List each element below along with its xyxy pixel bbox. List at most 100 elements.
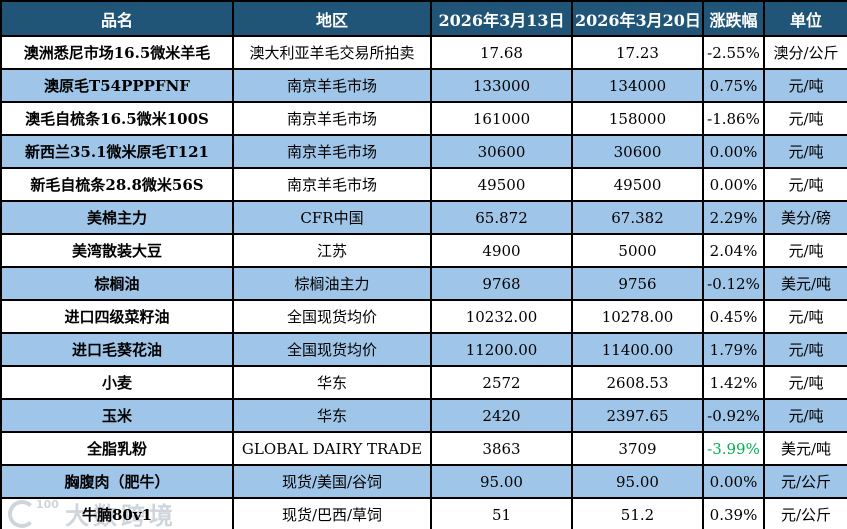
cell-change: -0.92%	[702, 398, 765, 433]
cell-date1: 95.00	[430, 464, 573, 499]
cell-change: 1.42%	[702, 365, 765, 400]
cell-date1: 133000	[430, 68, 573, 103]
cell-unit: 元/公斤	[763, 464, 847, 499]
cell-date2: 2397.65	[571, 398, 704, 433]
cell-change: 0.39%	[702, 497, 765, 529]
cell-date1: 49500	[430, 167, 573, 202]
table-row: 进口毛葵花油 全国现货均价 11200.00 11400.00 1.79% 元/吨	[0, 332, 847, 367]
cell-date2: 158000	[571, 101, 704, 136]
cell-change: 1.79%	[702, 332, 765, 367]
table-body: 澳洲悉尼市场16.5微米羊毛 澳大利亚羊毛交易所拍卖 17.68 17.23 -2.55…	[0, 35, 847, 529]
column-header-change: 涨跌幅	[702, 0, 765, 37]
cell-date2: 9756	[571, 266, 704, 301]
cell-region: 现货/巴西/草饲	[232, 497, 432, 529]
cell-change: -3.99%	[702, 431, 765, 466]
cell-unit: 澳分/公斤	[763, 35, 847, 70]
cell-change: 0.00%	[702, 134, 765, 169]
cell-change: 2.29%	[702, 200, 765, 235]
cell-name: 小麦	[0, 365, 234, 400]
header-row: 品名 地区 2026年3月13日 2026年3月20日 涨跌幅 单位	[0, 0, 847, 37]
cell-unit: 元/吨	[763, 134, 847, 169]
table-row: 牛腩80v1 现货/巴西/草饲 51 51.2 0.39% 元/公斤	[0, 497, 847, 529]
cell-date2: 2608.53	[571, 365, 704, 400]
cell-region: 江苏	[232, 233, 432, 268]
cell-date2: 49500	[571, 167, 704, 202]
cell-name: 牛腩80v1	[0, 497, 234, 529]
column-header-region: 地区	[232, 0, 432, 37]
cell-region: GLOBAL DAIRY TRADE	[232, 431, 432, 466]
cell-unit: 美元/吨	[763, 431, 847, 466]
table-row: 美棉主力 CFR中国 65.872 67.382 2.29% 美分/磅	[0, 200, 847, 235]
cell-region: 棕榈油主力	[232, 266, 432, 301]
cell-date1: 161000	[430, 101, 573, 136]
cell-name: 新西兰35.1微米原毛T121	[0, 134, 234, 169]
table-row: 澳洲悉尼市场16.5微米羊毛 澳大利亚羊毛交易所拍卖 17.68 17.23 -2.55…	[0, 35, 847, 70]
cell-region: 全国现货均价	[232, 299, 432, 334]
cell-date2: 17.23	[571, 35, 704, 70]
column-header-date1: 2026年3月13日	[430, 0, 573, 37]
cell-date1: 65.872	[430, 200, 573, 235]
cell-date2: 30600	[571, 134, 704, 169]
table-row: 小麦 华东 2572 2608.53 1.42% 元/吨	[0, 365, 847, 400]
cell-date2: 10278.00	[571, 299, 704, 334]
table-row: 胸腹肉（肥牛） 现货/美国/谷饲 95.00 95.00 0.00% 元/公斤	[0, 464, 847, 499]
cell-change: 0.00%	[702, 464, 765, 499]
cell-name: 美棉主力	[0, 200, 234, 235]
cell-date2: 5000	[571, 233, 704, 268]
cell-region: 现货/美国/谷饲	[232, 464, 432, 499]
cell-name: 新毛自梳条28.8微米56S	[0, 167, 234, 202]
cell-date1: 4900	[430, 233, 573, 268]
cell-region: 南京羊毛市场	[232, 167, 432, 202]
cell-region: 南京羊毛市场	[232, 68, 432, 103]
cell-date1: 3863	[430, 431, 573, 466]
cell-date2: 67.382	[571, 200, 704, 235]
cell-change: -2.55%	[702, 35, 765, 70]
cell-name: 全脂乳粉	[0, 431, 234, 466]
cell-change: 0.45%	[702, 299, 765, 334]
table-row: 进口四级菜籽油 全国现货均价 10232.00 10278.00 0.45% 元/吨	[0, 299, 847, 334]
cell-region: CFR中国	[232, 200, 432, 235]
cell-date1: 11200.00	[430, 332, 573, 367]
cell-unit: 元/吨	[763, 299, 847, 334]
table-row: 棕榈油 棕榈油主力 9768 9756 -0.12% 美元/吨	[0, 266, 847, 301]
cell-date2: 95.00	[571, 464, 704, 499]
cell-region: 华东	[232, 365, 432, 400]
cell-region: 华东	[232, 398, 432, 433]
cell-unit: 美分/磅	[763, 200, 847, 235]
cell-name: 澳原毛T54PPPFNF	[0, 68, 234, 103]
cell-name: 进口四级菜籽油	[0, 299, 234, 334]
cell-region: 南京羊毛市场	[232, 101, 432, 136]
cell-date2: 3709	[571, 431, 704, 466]
cell-date1: 17.68	[430, 35, 573, 70]
table-row: 澳毛自梳条16.5微米100S 南京羊毛市场 161000 158000 -1.86% 元…	[0, 101, 847, 136]
table-row: 新毛自梳条28.8微米56S 南京羊毛市场 49500 49500 0.00% 元/吨	[0, 167, 847, 202]
cell-unit: 元/吨	[763, 398, 847, 433]
cell-unit: 元/吨	[763, 167, 847, 202]
cell-name: 玉米	[0, 398, 234, 433]
cell-change: 2.04%	[702, 233, 765, 268]
cell-name: 进口毛葵花油	[0, 332, 234, 367]
cell-name: 胸腹肉（肥牛）	[0, 464, 234, 499]
cell-date2: 11400.00	[571, 332, 704, 367]
table-row: 玉米 华东 2420 2397.65 -0.92% 元/吨	[0, 398, 847, 433]
cell-date1: 2420	[430, 398, 573, 433]
cell-date2: 134000	[571, 68, 704, 103]
column-header-unit: 单位	[763, 0, 847, 37]
cell-region: 澳大利亚羊毛交易所拍卖	[232, 35, 432, 70]
cell-change: 0.75%	[702, 68, 765, 103]
column-header-name: 品名	[0, 0, 234, 37]
cell-name: 澳洲悉尼市场16.5微米羊毛	[0, 35, 234, 70]
cell-date1: 2572	[430, 365, 573, 400]
cell-unit: 美元/吨	[763, 266, 847, 301]
cell-date1: 30600	[430, 134, 573, 169]
cell-unit: 元/吨	[763, 233, 847, 268]
cell-name: 棕榈油	[0, 266, 234, 301]
cell-date1: 10232.00	[430, 299, 573, 334]
cell-change: -1.86%	[702, 101, 765, 136]
column-header-date2: 2026年3月20日	[571, 0, 704, 37]
cell-region: 全国现货均价	[232, 332, 432, 367]
table-row: 全脂乳粉 GLOBAL DAIRY TRADE 3863 3709 -3.99% 美元/吨	[0, 431, 847, 466]
cell-unit: 元/公斤	[763, 497, 847, 529]
